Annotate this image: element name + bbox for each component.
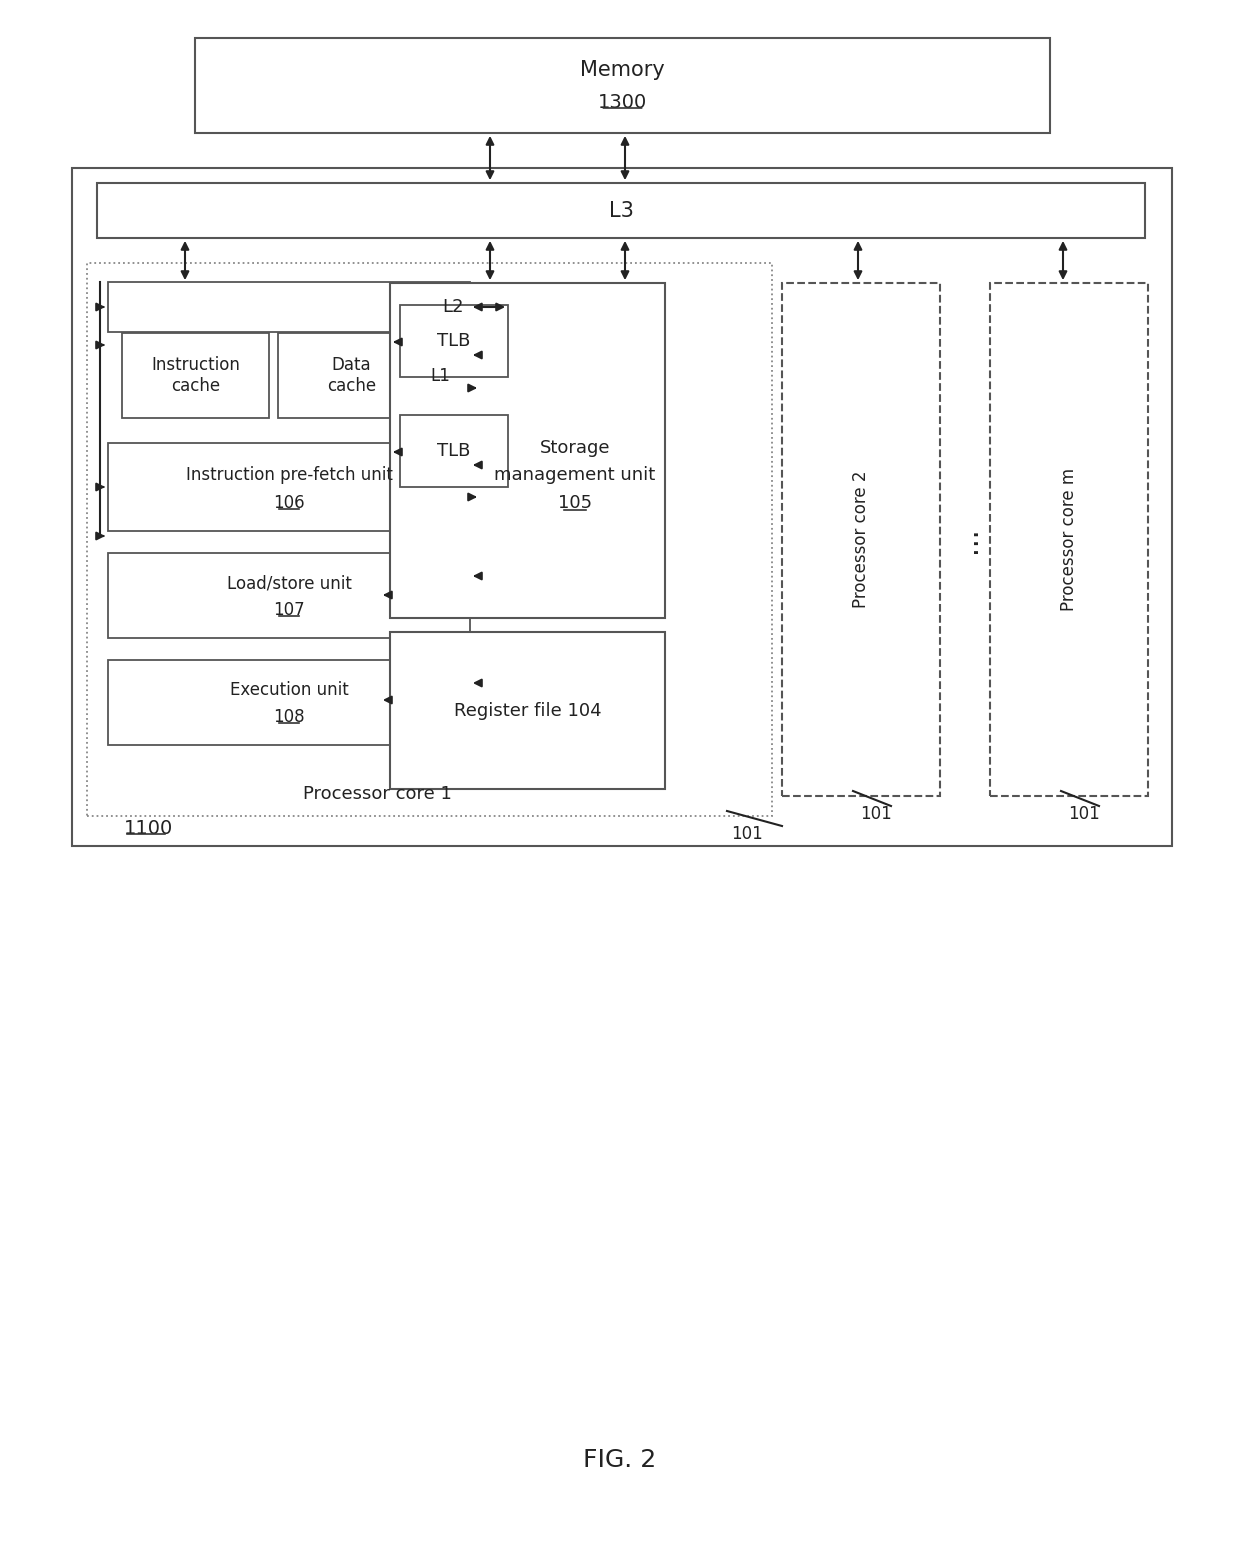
Text: 101: 101 <box>1068 805 1100 823</box>
FancyBboxPatch shape <box>195 37 1050 134</box>
FancyBboxPatch shape <box>87 263 773 816</box>
Text: 101: 101 <box>861 805 892 823</box>
Text: FIG. 2: FIG. 2 <box>583 1448 657 1473</box>
FancyBboxPatch shape <box>108 659 470 745</box>
FancyBboxPatch shape <box>108 281 470 333</box>
Text: 105: 105 <box>558 494 591 512</box>
Text: TLB: TLB <box>438 333 471 350</box>
Text: TLB: TLB <box>438 442 471 460</box>
Text: Memory: Memory <box>580 61 665 79</box>
Text: Data
cache: Data cache <box>327 356 376 395</box>
FancyBboxPatch shape <box>108 554 470 638</box>
FancyBboxPatch shape <box>990 283 1148 796</box>
FancyBboxPatch shape <box>391 283 665 617</box>
FancyBboxPatch shape <box>278 333 425 418</box>
Text: 1100: 1100 <box>124 818 174 838</box>
Text: 1300: 1300 <box>598 92 647 112</box>
Text: Processor core 1: Processor core 1 <box>303 785 451 802</box>
Text: Register file 104: Register file 104 <box>454 701 601 720</box>
Text: management unit: management unit <box>495 466 656 484</box>
Text: Load/store unit: Load/store unit <box>227 574 351 592</box>
FancyBboxPatch shape <box>782 283 940 796</box>
Text: Processor core m: Processor core m <box>1060 468 1078 611</box>
Text: 107: 107 <box>273 600 305 619</box>
FancyBboxPatch shape <box>391 631 665 788</box>
Text: L2: L2 <box>443 299 464 316</box>
Text: L3: L3 <box>609 201 634 221</box>
Text: Storage: Storage <box>539 439 610 457</box>
Text: Instruction
cache: Instruction cache <box>151 356 239 395</box>
FancyBboxPatch shape <box>72 168 1172 846</box>
FancyBboxPatch shape <box>401 415 508 487</box>
FancyBboxPatch shape <box>108 443 470 530</box>
Text: L1: L1 <box>430 367 450 384</box>
Text: 106: 106 <box>273 494 305 512</box>
FancyBboxPatch shape <box>97 183 1145 238</box>
Text: ...: ... <box>954 526 982 554</box>
Text: 108: 108 <box>273 708 305 726</box>
Text: Processor core 2: Processor core 2 <box>852 471 870 608</box>
Text: Instruction pre-fetch unit: Instruction pre-fetch unit <box>186 466 392 484</box>
Text: 101: 101 <box>732 826 763 843</box>
Text: Execution unit: Execution unit <box>229 681 348 700</box>
FancyBboxPatch shape <box>122 333 269 418</box>
FancyBboxPatch shape <box>401 305 508 376</box>
